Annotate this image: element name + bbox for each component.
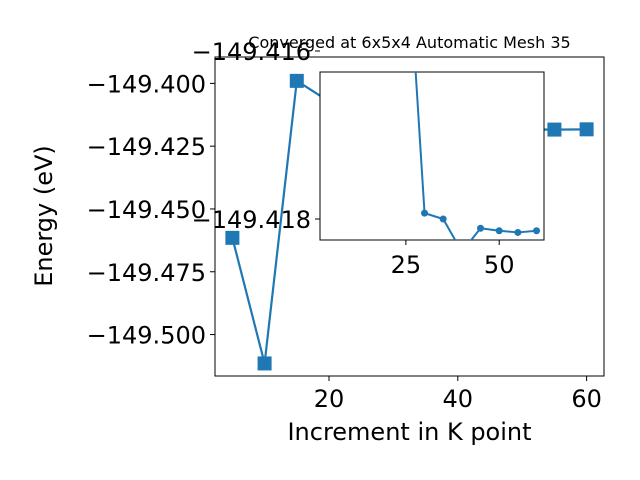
data-point [547, 122, 562, 137]
main-y-ticks: −149.400 −149.425 −149.450 −149.475 −149.500 [87, 70, 215, 350]
inset-x-tick-label: 50 [484, 251, 515, 279]
x-tick-label: 20 [314, 385, 345, 413]
inset-data-point [421, 209, 429, 217]
inset-plot-frame [319, 71, 545, 241]
inset-series [414, 72, 541, 240]
inset-x-ticks: 25 50 [391, 240, 515, 279]
y-tick-label: −149.425 [87, 133, 206, 161]
data-point [289, 73, 304, 88]
inset-y-ticks: −149.416 −149.418 [192, 38, 320, 234]
inset-x-tick-label: 25 [391, 251, 422, 279]
data-point [225, 230, 240, 245]
inset-data-point [495, 227, 503, 235]
main-x-ticks: 20 40 60 [314, 376, 602, 413]
y-tick-label: −149.400 [87, 70, 206, 98]
inset-y-tick-label: −149.416 [192, 38, 311, 66]
x-tick-label: 40 [443, 385, 474, 413]
chart-title: Converged at 6x5x4 Automatic Mesh 35 [248, 33, 570, 52]
x-axis-label: Increment in K point [287, 418, 531, 446]
x-tick-label: 60 [571, 385, 602, 413]
inset-data-point [533, 227, 541, 235]
data-point [257, 356, 272, 371]
inset-data-point [477, 224, 485, 232]
inset-data-point [514, 228, 522, 236]
y-tick-label: −149.500 [87, 322, 206, 350]
inset-y-tick-label: −149.418 [192, 206, 311, 234]
y-axis-label: Energy (eV) [30, 145, 58, 287]
data-point [579, 122, 594, 137]
y-tick-label: −149.450 [87, 196, 206, 224]
y-tick-label: −149.475 [87, 259, 206, 287]
inset-data-point [439, 215, 447, 223]
